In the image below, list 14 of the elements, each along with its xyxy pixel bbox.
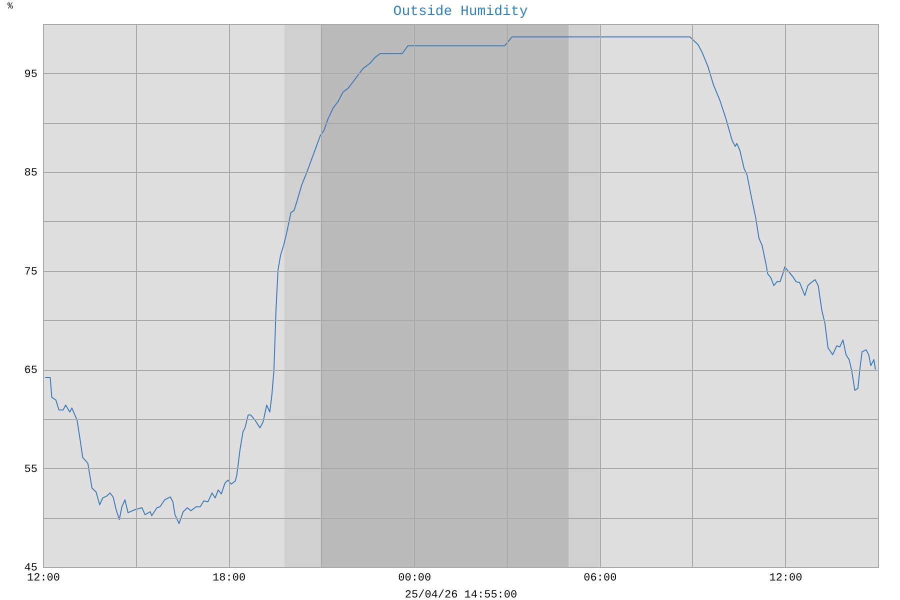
x-axis-title: 25/04/26 14:55:00	[404, 590, 518, 600]
y-tick-label: 75	[24, 266, 38, 278]
x-tick-label: 06:00	[584, 572, 617, 584]
y-tick-label: 85	[24, 168, 38, 180]
y-tick-label: 55	[24, 464, 38, 476]
x-tick-label: 12:00	[26, 572, 60, 584]
x-tick-label: 12:00	[769, 572, 802, 584]
x-tick-label: 18:00	[212, 572, 246, 584]
y-tick-label: 65	[24, 365, 38, 378]
chart-title: Outside Humidity	[393, 4, 528, 20]
y-tick-label: 95	[24, 68, 38, 81]
y-tick-label: 45	[24, 562, 38, 574]
y-axis-title: %	[8, 2, 14, 12]
x-tick-label: 00:00	[398, 572, 432, 584]
